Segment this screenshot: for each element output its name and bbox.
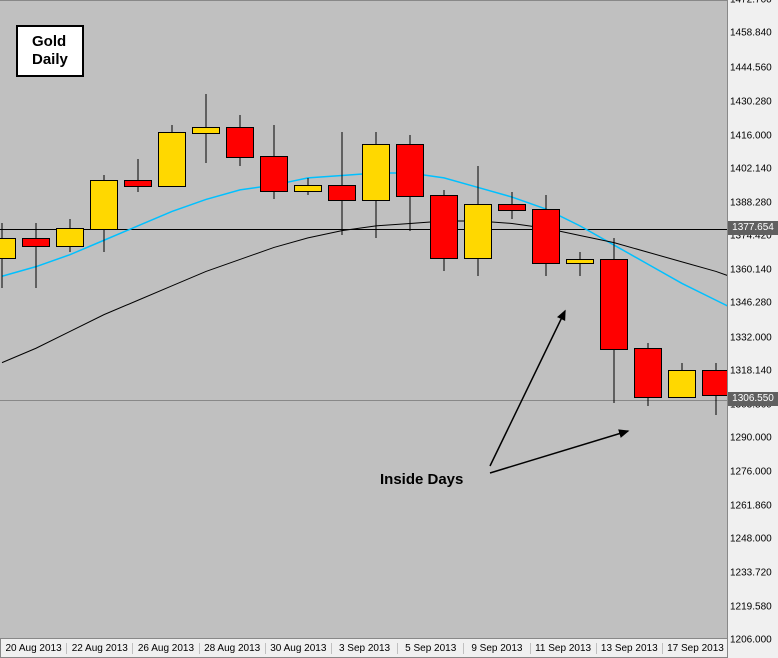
x-tick: 3 Sep 2013 xyxy=(332,643,398,654)
y-tick: 1276.000 xyxy=(730,467,772,478)
y-tick: 1206.000 xyxy=(730,635,772,646)
y-tick: 1402.140 xyxy=(730,164,772,175)
x-axis: 20 Aug 201322 Aug 201326 Aug 201328 Aug … xyxy=(0,638,730,658)
y-tick: 1290.000 xyxy=(730,433,772,444)
price-tag: 1377.654 xyxy=(728,221,778,235)
y-tick: 1248.000 xyxy=(730,534,772,545)
y-tick: 1388.280 xyxy=(730,197,772,208)
y-tick: 1346.280 xyxy=(730,298,772,309)
price-tag: 1306.550 xyxy=(728,392,778,406)
y-tick: 1332.000 xyxy=(730,332,772,343)
price-line xyxy=(0,400,728,401)
y-tick: 1233.720 xyxy=(730,568,772,579)
x-tick: 13 Sep 2013 xyxy=(597,643,663,654)
y-axis: 1206.000 1219.580 1233.720 1248.000 1261.860… xyxy=(727,0,778,658)
x-tick: 11 Sep 2013 xyxy=(531,643,597,654)
plot-area[interactable]: Inside Days Gold Daily xyxy=(0,0,728,641)
y-tick: 1318.140 xyxy=(730,365,772,376)
y-tick: 1430.280 xyxy=(730,96,772,107)
x-tick: 20 Aug 2013 xyxy=(1,643,67,654)
x-tick: 5 Sep 2013 xyxy=(398,643,464,654)
x-tick: 26 Aug 2013 xyxy=(133,643,199,654)
chart-title-box: Gold Daily xyxy=(16,25,84,77)
x-tick: 30 Aug 2013 xyxy=(266,643,332,654)
y-tick: 1261.860 xyxy=(730,500,772,511)
x-tick: 9 Sep 2013 xyxy=(464,643,530,654)
y-tick: 1458.840 xyxy=(730,28,772,39)
y-tick: 1416.000 xyxy=(730,131,772,142)
annotation-label: Inside Days xyxy=(380,471,463,488)
y-tick: 1444.560 xyxy=(730,62,772,73)
x-tick: 28 Aug 2013 xyxy=(200,643,266,654)
x-tick: 17 Sep 2013 xyxy=(663,643,729,654)
chart-container: Inside Days Gold Daily 20 Aug 201322 Aug… xyxy=(0,0,778,658)
y-tick: 1472.700 xyxy=(730,0,772,6)
y-tick: 1219.580 xyxy=(730,602,772,613)
x-tick: 22 Aug 2013 xyxy=(67,643,133,654)
title-line2: Daily xyxy=(32,51,68,68)
title-line1: Gold xyxy=(32,33,66,50)
y-tick: 1360.140 xyxy=(730,265,772,276)
